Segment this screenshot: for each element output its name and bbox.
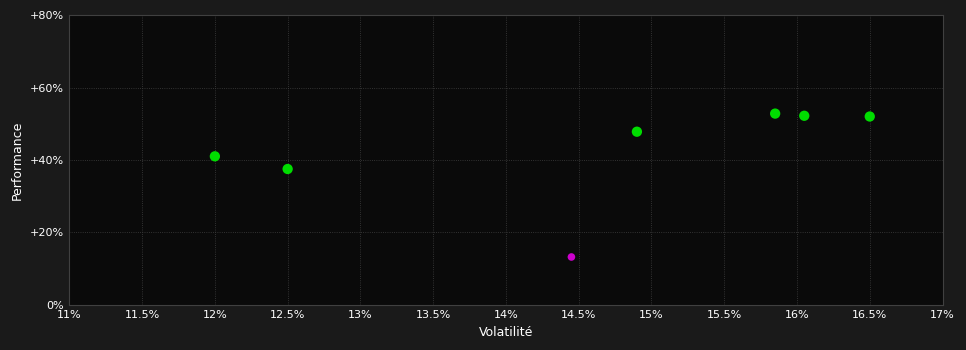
Point <box>862 114 877 119</box>
Point <box>629 129 644 134</box>
X-axis label: Volatilité: Volatilité <box>479 326 533 339</box>
Point <box>207 154 222 159</box>
Point <box>564 254 580 260</box>
Point <box>767 111 782 117</box>
Point <box>280 166 296 172</box>
Y-axis label: Performance: Performance <box>12 120 24 200</box>
Point <box>797 113 812 119</box>
